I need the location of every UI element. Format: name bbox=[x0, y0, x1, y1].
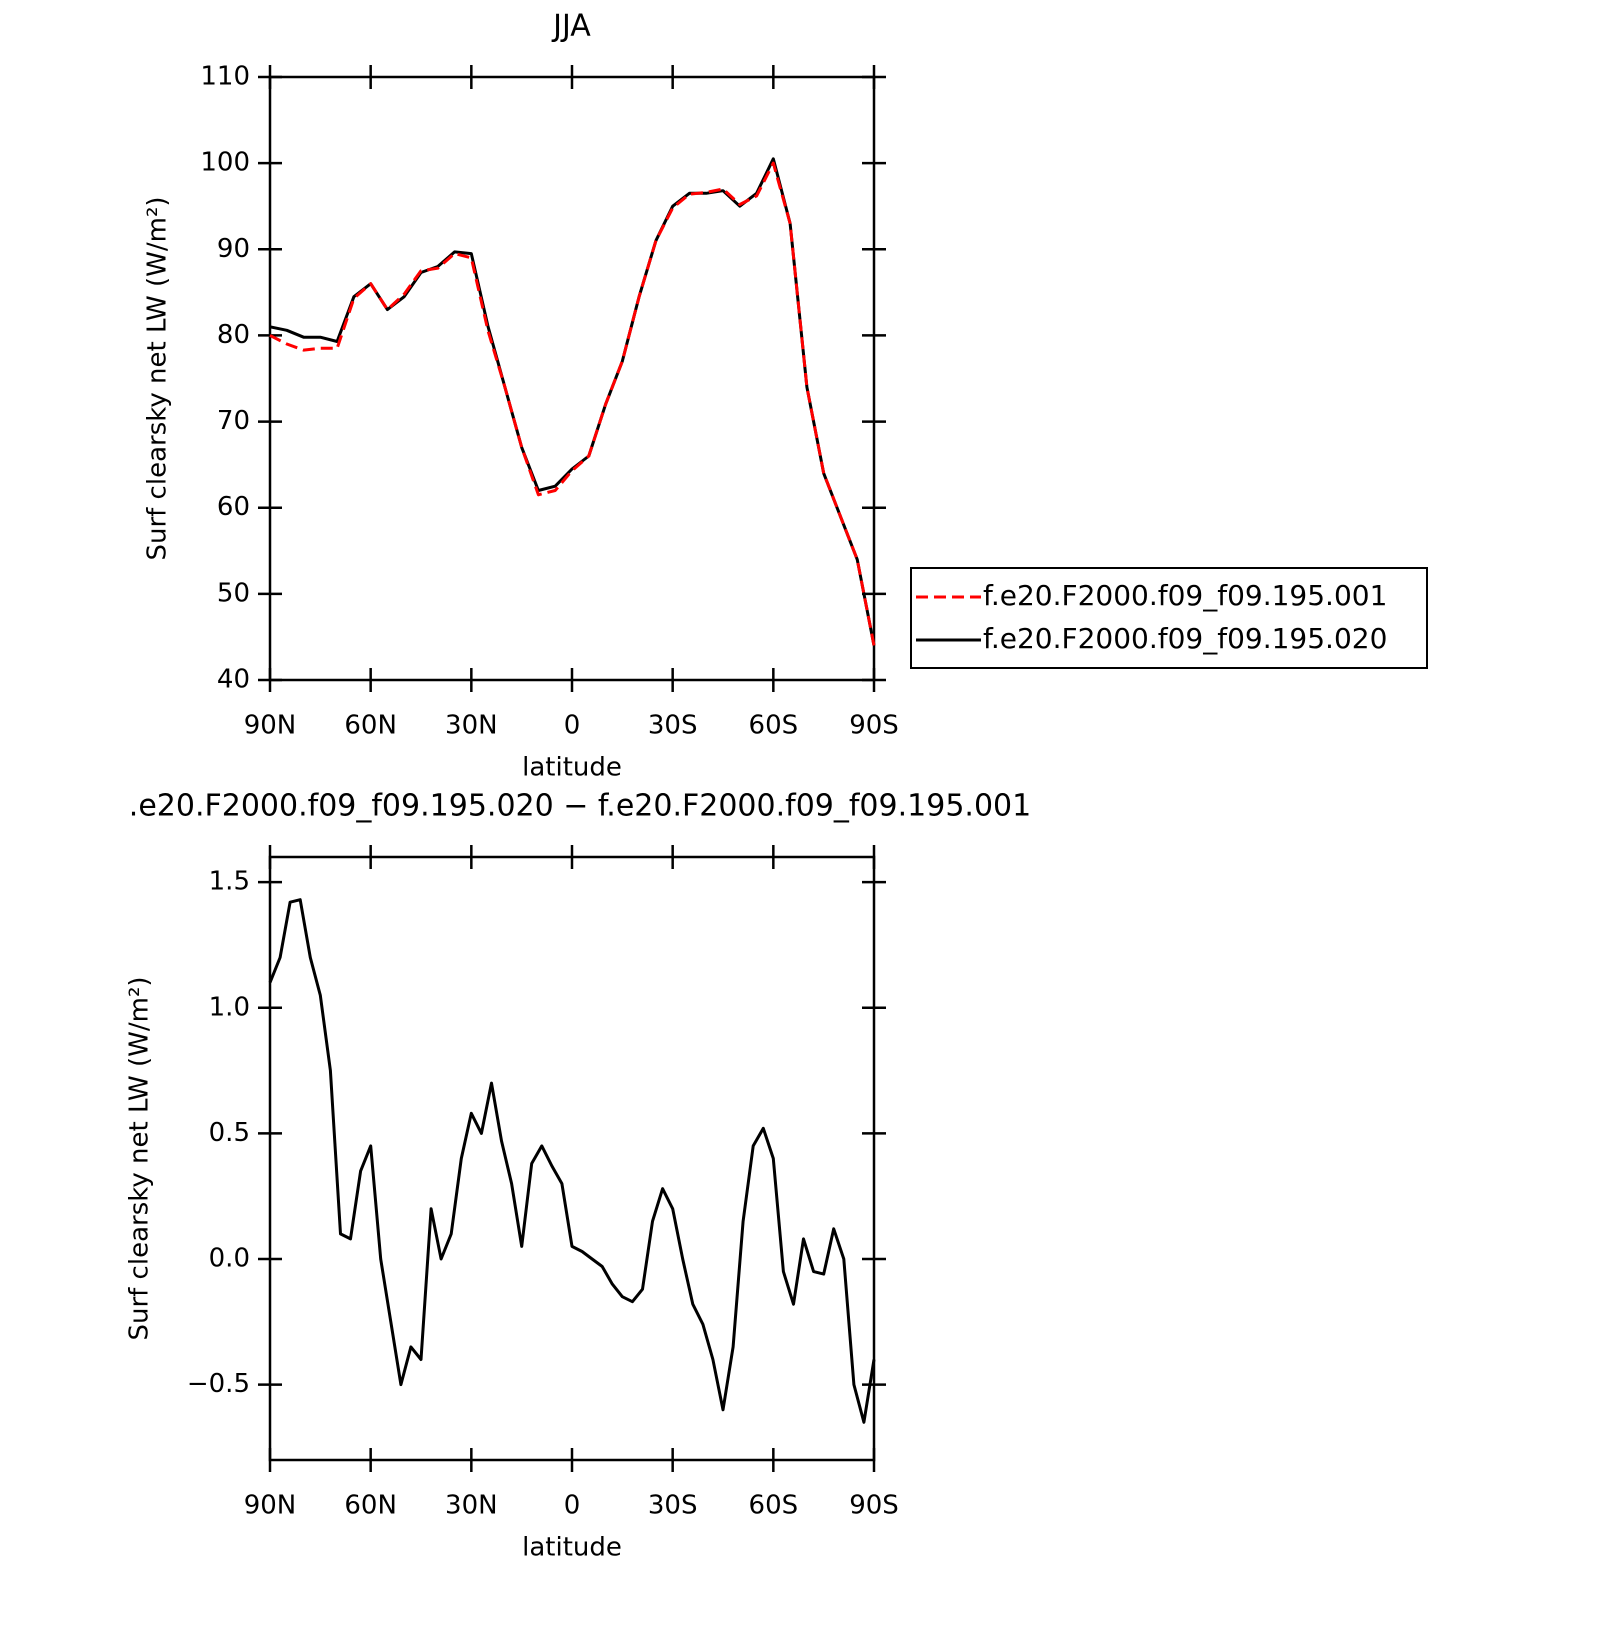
y-tick-label: 90 bbox=[217, 234, 250, 264]
plot-frame bbox=[268, 855, 876, 1462]
x-axis-label: latitude bbox=[522, 753, 622, 783]
x-tick-label: 60N bbox=[344, 1491, 397, 1521]
y-tick-label: 0.0 bbox=[209, 1244, 250, 1274]
x-tick-label: 30S bbox=[648, 711, 698, 741]
y-axis-label: Surf clearsky net LW (W/m²) bbox=[125, 976, 155, 1340]
chart-title: JJA bbox=[551, 9, 591, 44]
x-tick-label: 90N bbox=[244, 1491, 297, 1521]
x-tick-label: 0 bbox=[564, 1491, 581, 1521]
x-tick-label: 0 bbox=[564, 711, 581, 741]
x-tick-label: 60S bbox=[749, 711, 799, 741]
x-tick-label: 30N bbox=[445, 1491, 498, 1521]
x-axis-label: latitude bbox=[522, 1533, 622, 1563]
y-tick-label: 80 bbox=[217, 320, 250, 350]
y-tick-label: 70 bbox=[217, 406, 250, 436]
data-line bbox=[268, 898, 876, 1424]
y-tick-label: 1.0 bbox=[209, 992, 250, 1022]
x-tick-label: 90N bbox=[244, 711, 297, 741]
x-tick-label: 30S bbox=[648, 1491, 698, 1521]
legend-label: f.e20.F2000.f09_f09.195.001 bbox=[983, 579, 1387, 612]
legend-box bbox=[910, 567, 1428, 669]
x-tick-label: 90S bbox=[849, 711, 899, 741]
data-line bbox=[269, 161, 876, 646]
y-tick-label: 60 bbox=[217, 492, 250, 522]
y-tick-label: 40 bbox=[217, 665, 250, 695]
plot-frame bbox=[268, 75, 876, 682]
y-tick-label: 1.5 bbox=[209, 867, 250, 897]
y-tick-label: 100 bbox=[200, 148, 250, 178]
x-tick-label: 30N bbox=[445, 711, 498, 741]
x-tick-label: 90S bbox=[849, 1491, 899, 1521]
chart-title: .e20.F2000.f09_f09.195.020 − f.e20.F2000… bbox=[129, 789, 1031, 824]
y-axis-label: Surf clearsky net LW (W/m²) bbox=[143, 196, 173, 560]
x-tick-label: 60S bbox=[749, 1491, 799, 1521]
x-tick-label: 60N bbox=[344, 711, 397, 741]
data-line bbox=[269, 157, 876, 646]
y-tick-label: 50 bbox=[217, 578, 250, 608]
legend-label: f.e20.F2000.f09_f09.195.020 bbox=[983, 622, 1387, 655]
y-tick-label: 110 bbox=[200, 62, 250, 92]
y-tick-label: −0.5 bbox=[187, 1369, 250, 1399]
y-tick-label: 0.5 bbox=[209, 1118, 250, 1148]
